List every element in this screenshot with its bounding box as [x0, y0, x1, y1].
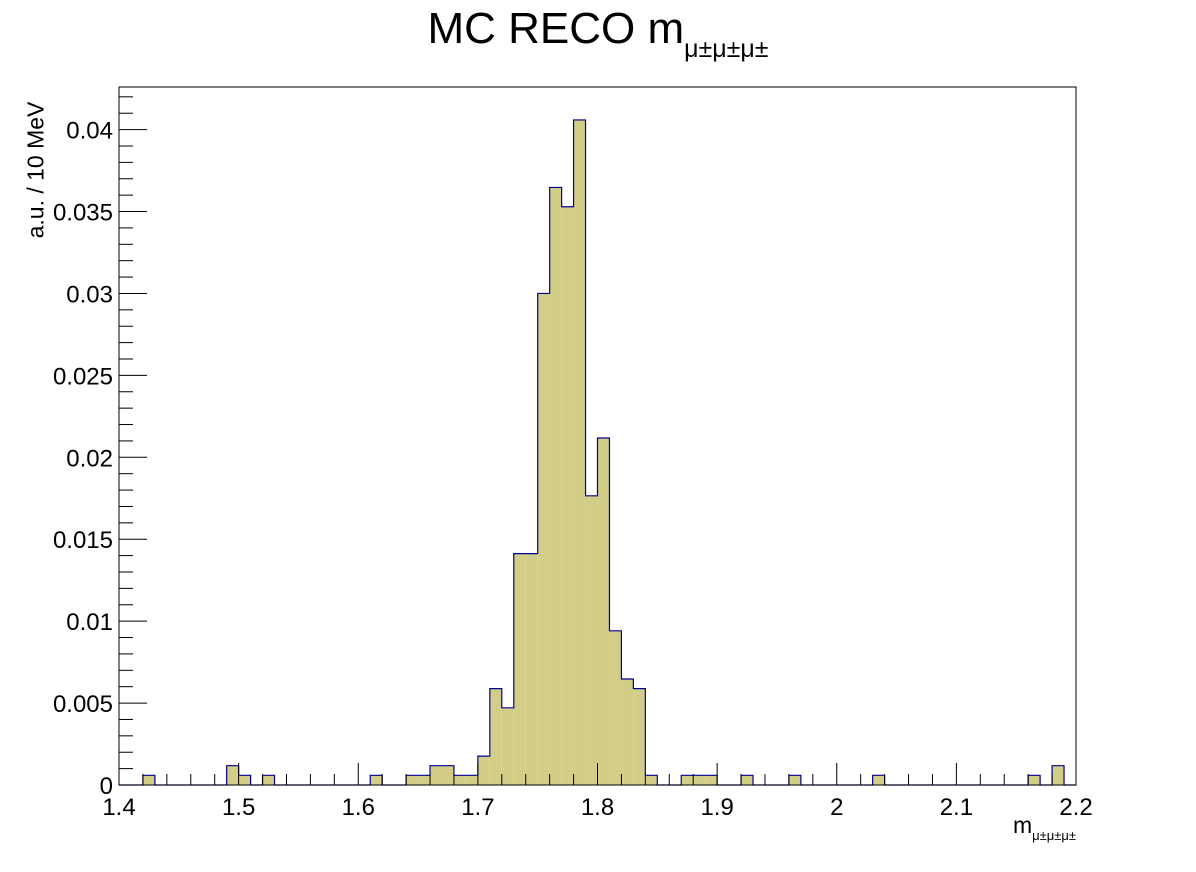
- histogram-bar: [501, 707, 514, 785]
- histogram-bar: [441, 765, 454, 785]
- y-tick-label: 0.03: [66, 281, 113, 308]
- histogram-bar: [1028, 775, 1041, 785]
- x-tick-label: 2: [830, 794, 843, 821]
- y-tick-label: 0: [100, 773, 113, 800]
- y-tick-label: 0.01: [66, 609, 113, 636]
- y-tick-label: 0.025: [53, 363, 113, 390]
- x-tick-label: 1.7: [461, 794, 494, 821]
- histogram-bar: [741, 775, 754, 785]
- histogram-bar: [788, 775, 801, 785]
- x-axis-label-subscript: μ±μ±μ±: [1032, 828, 1076, 843]
- histogram-bar: [573, 119, 586, 786]
- histogram-bar: [465, 775, 478, 785]
- histogram-bar: [262, 775, 275, 785]
- histogram-bar: [633, 688, 646, 785]
- x-tick-label: 1.8: [581, 794, 614, 821]
- axis-ticks: [118, 96, 1077, 786]
- histogram-bar: [418, 775, 431, 785]
- x-tick-label: 1.9: [700, 794, 733, 821]
- histogram-bar: [489, 688, 502, 785]
- histogram-bar: [597, 437, 610, 785]
- y-tick-label: 0.04: [66, 118, 113, 145]
- y-tick-label: 0.015: [53, 527, 113, 554]
- histogram-bar: [226, 765, 239, 785]
- y-tick-label: 0.02: [66, 445, 113, 472]
- histogram-bar: [370, 775, 383, 785]
- histogram-bar: [1052, 765, 1065, 785]
- histogram-bars: [119, 119, 1076, 786]
- histogram-bar: [621, 678, 634, 785]
- chart-title-main: MC RECO m: [427, 4, 685, 53]
- x-axis-label-main: m: [1012, 812, 1033, 838]
- histogram-bar: [537, 293, 550, 785]
- histogram-bar: [585, 495, 598, 785]
- histogram-bar: [681, 775, 694, 785]
- histogram-bar: [561, 206, 574, 786]
- x-tick-label: 2.2: [1059, 794, 1092, 821]
- y-tick-label: 0.035: [53, 200, 113, 227]
- histogram-bar: [549, 187, 562, 785]
- chart-title: MC RECO mμ±μ±μ±: [0, 4, 1196, 64]
- histogram-bar: [142, 775, 155, 785]
- histogram-bar: [477, 756, 490, 785]
- x-tick-label: 1.4: [102, 794, 135, 821]
- histogram-bar: [453, 775, 466, 785]
- histogram-bar: [645, 775, 658, 785]
- histogram-bar: [693, 775, 706, 785]
- histogram-bar: [609, 630, 622, 785]
- y-tick-label: 0.005: [53, 691, 113, 718]
- x-tick-label: 1.5: [222, 794, 255, 821]
- histogram-bar: [406, 775, 419, 785]
- histogram-bar: [872, 775, 885, 785]
- axis-tick-labels: 1.4 1.5 1.6 1.7 1.8 1.9 2 2.1 2.2 0 0.005 0.01 0.015…: [53, 118, 1093, 821]
- histogram-bar: [525, 553, 538, 785]
- histogram-bar: [705, 775, 718, 785]
- histogram-bar: [513, 553, 526, 785]
- x-tick-label: 2.1: [940, 794, 973, 821]
- histogram-bar: [430, 765, 442, 785]
- chart-title-subscript: μ±μ±μ±: [684, 35, 769, 63]
- x-axis-label: mμ±μ±μ±: [1013, 812, 1076, 843]
- x-tick-label: 1.6: [342, 794, 375, 821]
- histogram-bar: [238, 775, 251, 785]
